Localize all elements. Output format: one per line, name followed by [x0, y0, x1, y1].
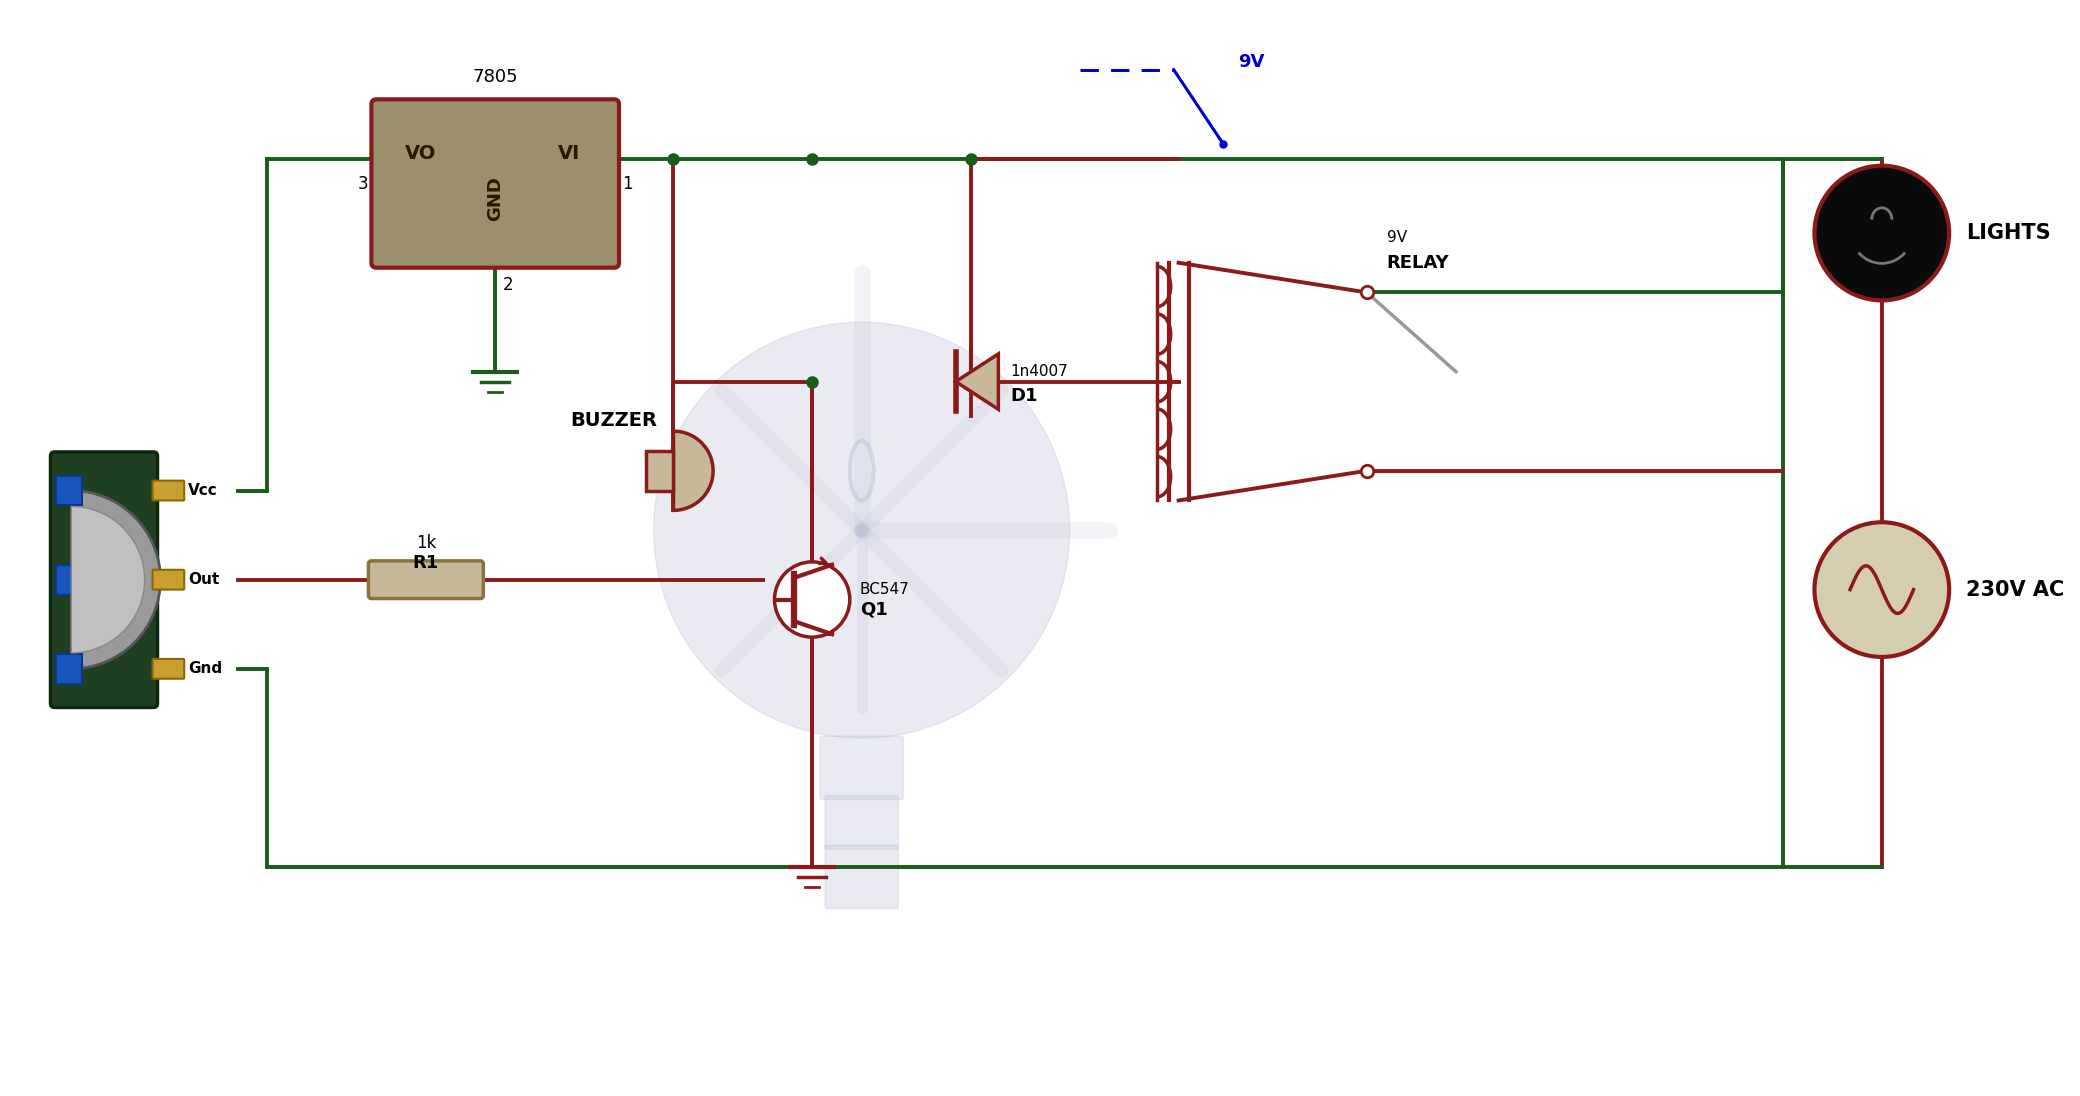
Polygon shape: [957, 354, 998, 409]
FancyBboxPatch shape: [368, 561, 483, 598]
Text: 1n4007: 1n4007: [1011, 364, 1067, 379]
FancyBboxPatch shape: [826, 796, 899, 849]
Circle shape: [774, 562, 851, 637]
FancyBboxPatch shape: [152, 481, 185, 501]
Text: 3: 3: [358, 174, 368, 193]
Text: Vcc: Vcc: [187, 483, 218, 498]
Text: 9V: 9V: [1387, 230, 1406, 246]
FancyBboxPatch shape: [56, 564, 83, 594]
Text: D1: D1: [1011, 388, 1038, 406]
Text: RELAY: RELAY: [1387, 254, 1450, 272]
Text: R1: R1: [412, 553, 439, 572]
Wedge shape: [71, 491, 160, 669]
Text: GND: GND: [487, 176, 503, 220]
Text: BUZZER: BUZZER: [570, 411, 657, 431]
FancyBboxPatch shape: [645, 450, 674, 491]
Wedge shape: [71, 506, 146, 653]
Text: 9V: 9V: [1238, 53, 1265, 71]
Text: VI: VI: [557, 145, 580, 163]
Text: Out: Out: [187, 572, 218, 587]
Text: 1: 1: [622, 174, 632, 193]
Text: BC547: BC547: [859, 582, 909, 597]
FancyBboxPatch shape: [820, 737, 903, 800]
Wedge shape: [674, 431, 713, 511]
FancyBboxPatch shape: [152, 570, 185, 590]
Text: 230V AC: 230V AC: [1966, 580, 2063, 600]
Circle shape: [653, 322, 1069, 739]
FancyBboxPatch shape: [56, 654, 83, 684]
Text: Q1: Q1: [859, 601, 888, 618]
Text: VO: VO: [406, 145, 437, 163]
Circle shape: [1814, 165, 1949, 300]
FancyBboxPatch shape: [372, 100, 620, 267]
Text: 2: 2: [503, 275, 514, 294]
Text: LIGHTS: LIGHTS: [1966, 224, 2051, 243]
Text: 1k: 1k: [416, 534, 437, 552]
FancyBboxPatch shape: [826, 845, 899, 909]
Circle shape: [1814, 523, 1949, 657]
FancyBboxPatch shape: [152, 659, 185, 678]
FancyBboxPatch shape: [56, 476, 83, 505]
FancyBboxPatch shape: [50, 452, 158, 707]
Text: 7805: 7805: [472, 68, 518, 87]
Text: Gnd: Gnd: [187, 661, 223, 676]
